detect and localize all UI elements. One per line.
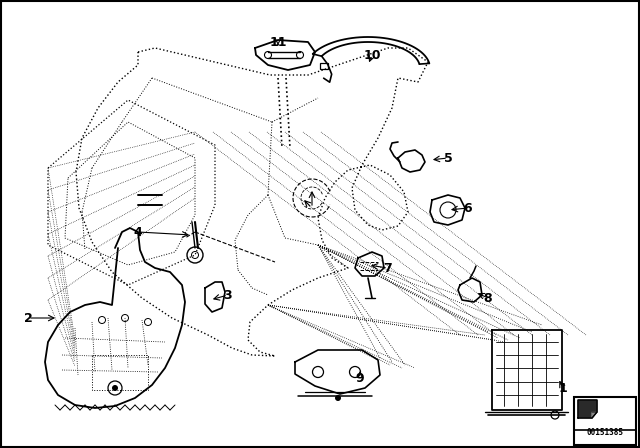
Text: 4: 4 xyxy=(134,225,142,238)
Text: 1: 1 xyxy=(559,382,568,395)
Text: 3: 3 xyxy=(224,289,232,302)
Text: 8: 8 xyxy=(484,292,492,305)
Circle shape xyxy=(335,395,341,401)
Text: 5: 5 xyxy=(444,151,452,164)
Text: 00151385: 00151385 xyxy=(586,427,623,436)
Text: 7: 7 xyxy=(383,262,392,275)
Polygon shape xyxy=(592,412,597,418)
Circle shape xyxy=(112,385,118,391)
Text: 9: 9 xyxy=(356,371,364,384)
Text: 6: 6 xyxy=(464,202,472,215)
Text: 2: 2 xyxy=(24,311,33,324)
Text: 10: 10 xyxy=(364,48,381,61)
Text: 11: 11 xyxy=(269,35,287,48)
Polygon shape xyxy=(578,400,597,418)
